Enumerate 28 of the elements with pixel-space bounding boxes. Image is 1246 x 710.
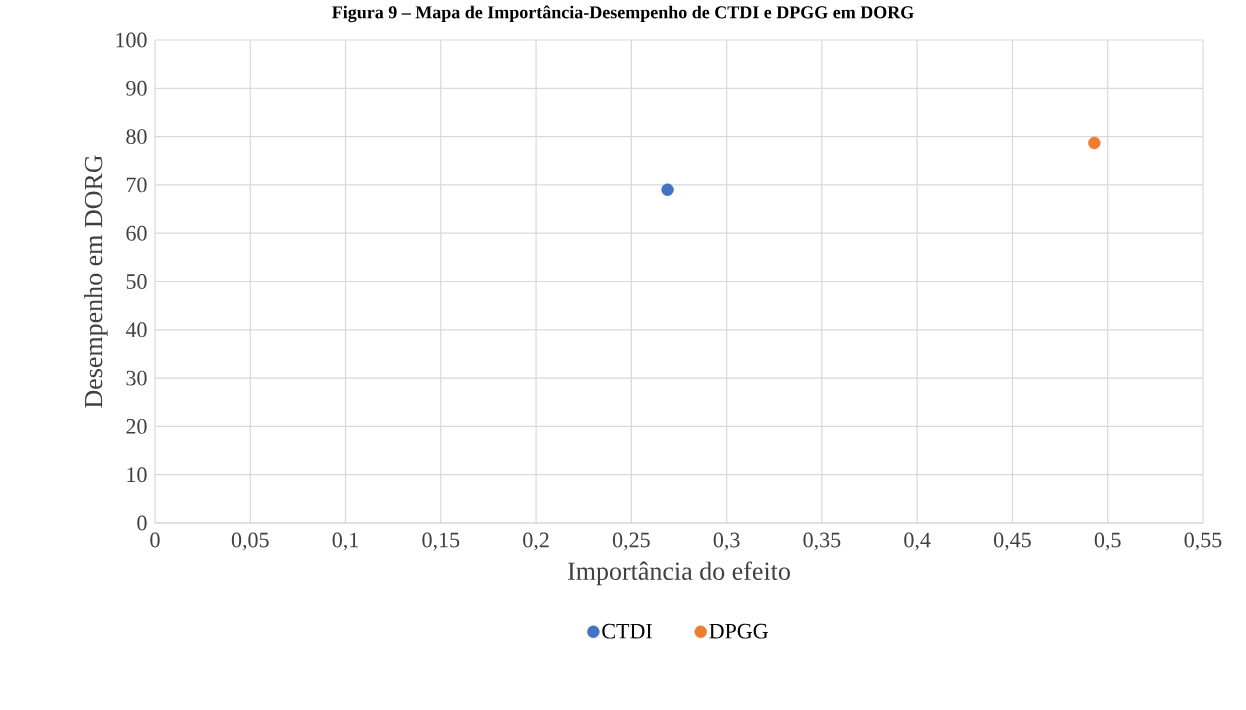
x-tick-label: 0,05	[231, 532, 269, 551]
x-tick-label: 0,45	[994, 532, 1031, 551]
x-tick-label: 0	[150, 532, 160, 548]
y-tick-label: 60	[126, 225, 147, 241]
y-tick-label: 0	[137, 515, 147, 531]
x-tick-label: 0,1	[332, 532, 358, 551]
x-tick-label: 0,2	[523, 532, 549, 551]
y-tick-label: 20	[126, 418, 147, 434]
x-tick-label: 0,3	[713, 532, 740, 551]
x-tick-label: 0,35	[803, 532, 841, 551]
x-tick-label: 0,15	[422, 532, 460, 551]
y-tick-label: 40	[125, 322, 147, 338]
y-tick-label: 70	[126, 177, 147, 193]
x-tick-label: 0,4	[904, 532, 931, 551]
legend-label: DPGG	[709, 623, 768, 639]
legend-label: CTDI	[602, 623, 652, 639]
chart-title: Figura 9 – Mapa de Importância-Desempenho de CTDI e DPGG em DORG	[332, 5, 914, 23]
x-tick-label: 0,25	[612, 532, 650, 551]
x-tick-label: 0,55	[1184, 532, 1222, 551]
y-tick-label: 90	[126, 80, 147, 96]
x-axis-title: Importância do efeito	[568, 561, 790, 586]
y-tick-label: 30	[126, 370, 147, 386]
x-tick-label: 0,5	[1094, 532, 1121, 551]
y-tick-label: 100	[116, 32, 147, 48]
y-tick-label: 50	[126, 274, 147, 289]
y-tick-label: 10	[127, 467, 147, 483]
y-tick-label: 80	[126, 129, 147, 145]
y-axis-title: Desempenho em DORG	[84, 155, 108, 408]
